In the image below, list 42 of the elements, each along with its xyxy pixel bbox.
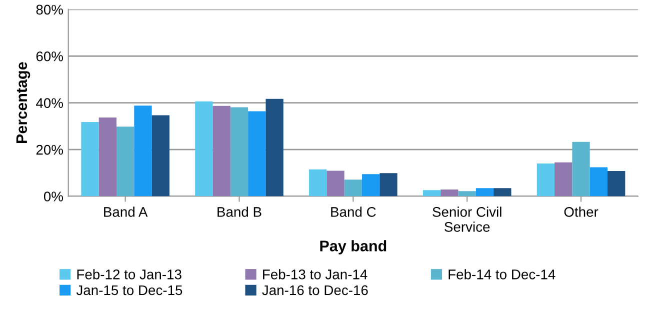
legend-label: Feb-13 to Jan-14 [263, 269, 368, 280]
x-tick-label: Other [564, 206, 598, 217]
bar [572, 142, 590, 196]
bar [554, 162, 572, 196]
bar [309, 169, 327, 196]
bar [81, 122, 99, 196]
y-tick-label: 20% [36, 144, 63, 155]
bar [494, 188, 512, 196]
bar [380, 173, 398, 196]
legend-label: Feb-12 to Jan-13 [77, 269, 182, 280]
x-axis-title: Pay band [320, 240, 386, 254]
bar [362, 174, 380, 196]
bar [230, 107, 248, 196]
y-tick-label: 60% [36, 51, 63, 62]
bar [152, 115, 170, 196]
bar [344, 180, 362, 196]
y-tick-label: 80% [36, 4, 63, 15]
bar [440, 189, 458, 196]
y-tick-label: 40% [36, 98, 63, 108]
bar [266, 98, 284, 196]
bar [326, 170, 344, 196]
bar [212, 106, 230, 196]
bar [608, 171, 626, 196]
legend-label: Jan-16 to Dec-16 [262, 285, 368, 296]
legend-label: Jan-15 to Dec-15 [76, 285, 182, 296]
y-tick-label: 0% [44, 192, 63, 202]
x-tick-label: Band B [218, 206, 262, 217]
bar [116, 126, 134, 196]
bar [248, 111, 266, 196]
x-tick-label: Band C [331, 206, 376, 217]
x-tick-label: Senior Civil Service [432, 206, 502, 232]
y-axis-title: Percentage [16, 62, 30, 143]
bar [536, 164, 555, 196]
bar [134, 106, 152, 196]
bar [590, 167, 608, 196]
x-tick-label: Band A [104, 206, 148, 217]
bar [458, 191, 476, 196]
bar [422, 190, 441, 196]
bar [98, 118, 116, 196]
bar [476, 188, 494, 196]
legend-label: Feb-14 to Dec-14 [448, 269, 556, 280]
bar [195, 101, 213, 196]
